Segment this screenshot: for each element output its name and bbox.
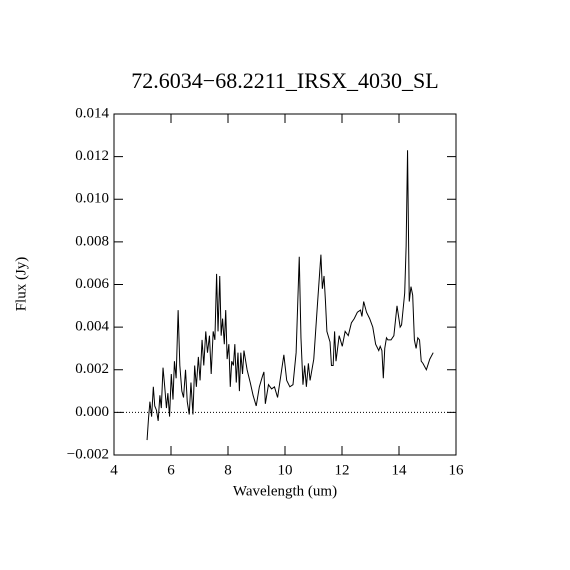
y-axis-label: Flux (Jy) bbox=[13, 257, 29, 312]
y-tick-label: 0.006 bbox=[75, 276, 109, 292]
x-tick-label: 10 bbox=[278, 462, 293, 478]
y-tick-label: 0.010 bbox=[75, 191, 109, 207]
x-tick-label: 8 bbox=[224, 462, 232, 478]
y-tick-label: 0.014 bbox=[75, 105, 109, 121]
x-tick-label: 12 bbox=[335, 462, 350, 478]
chart-title: 72.6034−68.2211_IRSX_4030_SL bbox=[131, 68, 438, 93]
y-tick-label: 0.012 bbox=[75, 148, 109, 164]
x-tick-label: 6 bbox=[167, 462, 175, 478]
y-tick-label: −0.002 bbox=[67, 446, 109, 462]
x-tick-label: 4 bbox=[110, 462, 118, 478]
y-tick-label: 0.000 bbox=[75, 404, 109, 420]
x-tick-label: 14 bbox=[392, 462, 408, 478]
spectrum-line bbox=[146, 150, 434, 441]
y-tick-label: 0.002 bbox=[75, 361, 109, 377]
y-tick-label: 0.008 bbox=[75, 233, 109, 249]
x-tick-label: 16 bbox=[449, 462, 465, 478]
y-tick-label: 0.004 bbox=[75, 319, 109, 335]
x-axis-label: Wavelength (um) bbox=[233, 483, 337, 499]
